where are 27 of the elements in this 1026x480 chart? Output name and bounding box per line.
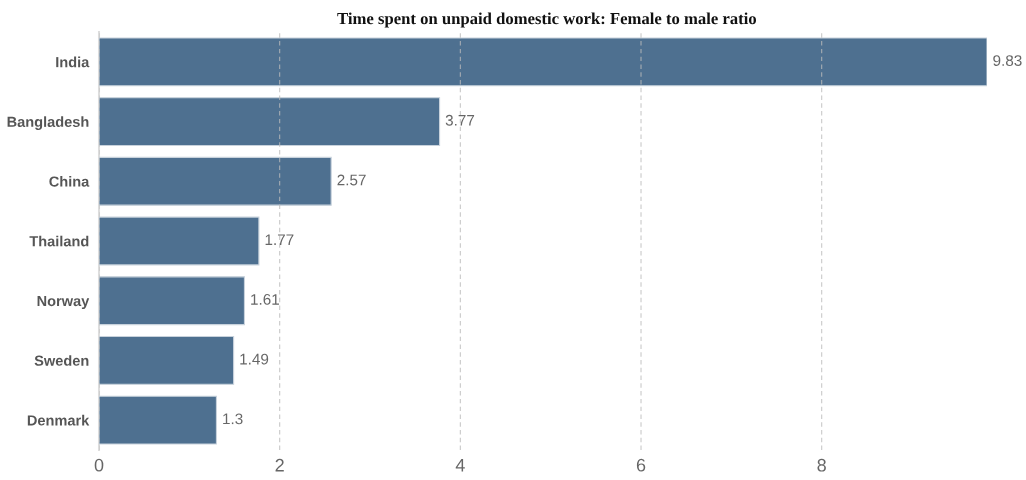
y-tick-label: Denmark: [27, 414, 90, 426]
bar: [99, 335, 235, 385]
bar: [99, 395, 217, 445]
x-tick-label: 8: [817, 458, 826, 472]
y-tick-label: Sweden: [34, 355, 89, 366]
bar: [99, 97, 441, 147]
y-tick-label: Bangladesh: [7, 116, 89, 130]
data-label: 2.57: [337, 174, 366, 186]
x-tick-label: 0: [94, 458, 104, 472]
data-label: 1.61: [251, 294, 279, 305]
x-tick-label: 4: [455, 459, 465, 472]
data-label: 1.3: [223, 413, 243, 425]
data-label: 3.77: [445, 114, 475, 126]
data-label: 1.77: [265, 234, 294, 245]
bar: [99, 216, 260, 266]
y-tick-label: India: [56, 56, 90, 68]
y-tick-label: Thailand: [29, 235, 89, 247]
data-label: 9.83: [993, 55, 1022, 66]
y-tick-label: China: [49, 176, 90, 187]
chart-title: Time spent on unpaid domestic work: Female to male ratio: [337, 12, 757, 28]
data-label: 1.49: [240, 353, 269, 365]
bar: [99, 37, 987, 87]
bar: [99, 156, 332, 206]
y-tick-label: Norway: [37, 295, 90, 310]
x-tick-label: 6: [636, 458, 646, 472]
bar: [99, 276, 245, 326]
x-tick-label: 2: [275, 458, 284, 472]
